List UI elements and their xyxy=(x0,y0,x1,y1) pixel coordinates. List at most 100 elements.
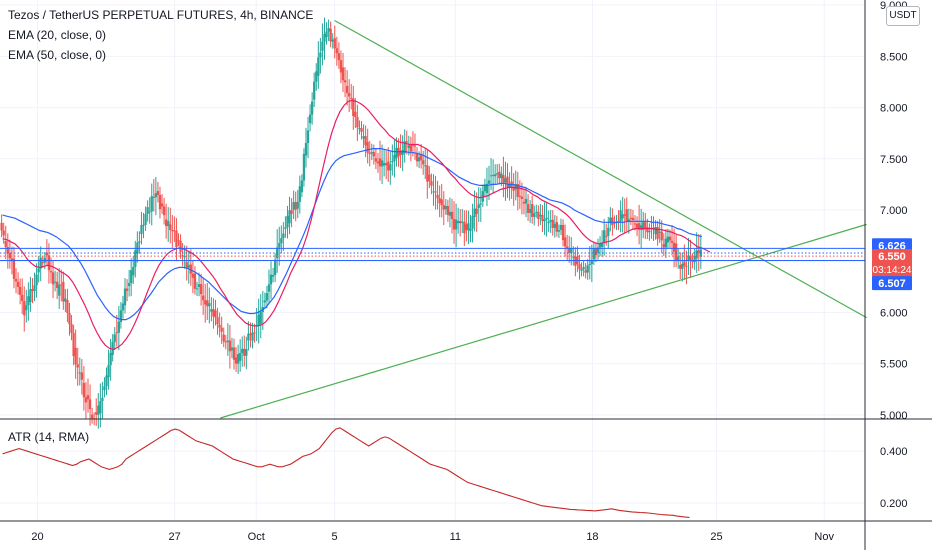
candle-body xyxy=(611,217,614,226)
x-tick-label: Oct xyxy=(248,531,265,543)
candle-body xyxy=(683,261,686,267)
candle-body xyxy=(140,225,143,234)
candle-body xyxy=(8,252,12,259)
candle-body xyxy=(245,348,248,356)
candle-body xyxy=(533,213,536,217)
candle-body xyxy=(637,223,641,230)
candle-body xyxy=(25,305,28,311)
atr-legend: ATR (14, RMA) xyxy=(8,430,90,444)
candle-body xyxy=(158,195,162,210)
candle-body xyxy=(130,270,133,284)
y-tick-label: 8.500 xyxy=(880,51,908,63)
candle-body xyxy=(95,412,98,415)
candle-body xyxy=(230,347,234,351)
price-tag-last-box xyxy=(872,249,912,278)
candle-body xyxy=(64,298,67,302)
candle-body xyxy=(592,248,596,260)
candle-body xyxy=(619,210,622,222)
candle-body xyxy=(586,265,589,273)
candle-body xyxy=(473,208,476,218)
candle-body xyxy=(306,130,310,143)
candle-body xyxy=(220,327,223,332)
candle-body xyxy=(498,171,501,179)
ascending-trendline xyxy=(220,223,867,419)
price-tag-lower-value: 6.507 xyxy=(878,278,906,290)
candle-body xyxy=(263,300,266,303)
candle-body xyxy=(461,221,464,223)
candle-body xyxy=(62,281,65,302)
candle-body xyxy=(290,210,293,214)
candle-body xyxy=(631,217,635,221)
candle-body xyxy=(119,310,123,323)
candle-body xyxy=(173,230,176,232)
candle-body xyxy=(125,288,129,291)
candle-body xyxy=(465,224,468,231)
candle-body xyxy=(483,184,487,192)
y-tick-label: 6.000 xyxy=(880,307,908,319)
candle-body xyxy=(239,352,242,361)
candle-body xyxy=(387,161,390,171)
candle-body xyxy=(29,289,32,303)
candle-body xyxy=(185,261,188,268)
candle-body xyxy=(520,196,524,199)
candle-body xyxy=(541,214,544,222)
candle-body xyxy=(448,211,452,216)
candle-body xyxy=(561,224,565,241)
candle-body xyxy=(56,281,59,289)
candle-body xyxy=(117,321,120,333)
candle-body xyxy=(496,173,499,175)
candle-body xyxy=(407,145,410,148)
candle-body xyxy=(84,397,88,403)
candle-body xyxy=(382,163,386,166)
candle-body xyxy=(689,255,692,261)
candle-body xyxy=(598,243,602,248)
candle-body xyxy=(588,264,591,266)
candle-body xyxy=(681,263,684,269)
candle-body xyxy=(35,274,38,286)
candle-body xyxy=(193,273,197,289)
candle-body xyxy=(512,186,515,191)
candle-body xyxy=(594,248,598,256)
candle-body xyxy=(348,93,351,97)
candle-body xyxy=(487,180,491,184)
candle-body xyxy=(660,231,663,241)
candle-body xyxy=(21,294,24,302)
candle-body xyxy=(385,163,388,166)
candle-body xyxy=(253,332,256,334)
candle-body xyxy=(132,266,135,276)
candle-body xyxy=(459,221,462,224)
candle-body xyxy=(666,236,670,243)
candle-body xyxy=(76,364,79,368)
candle-body xyxy=(555,222,559,232)
x-tick-label: 11 xyxy=(450,531,461,543)
candle-body xyxy=(403,141,406,154)
candle-body xyxy=(12,258,16,279)
candle-body xyxy=(325,31,328,38)
candle-body xyxy=(438,198,441,204)
candle-body xyxy=(557,230,561,232)
candle-body xyxy=(97,405,100,415)
candle-body xyxy=(454,219,458,230)
candle-body xyxy=(345,85,349,94)
candle-body xyxy=(656,227,659,239)
atr-tick-label: 0.400 xyxy=(880,446,908,458)
candle-body xyxy=(393,154,396,162)
y-tick-label: 7.000 xyxy=(880,205,908,217)
candle-body xyxy=(247,333,250,341)
candle-body xyxy=(224,341,227,343)
candle-body xyxy=(679,264,682,269)
candle-body xyxy=(343,80,347,83)
candle-body xyxy=(672,242,676,252)
candle-body xyxy=(399,150,402,155)
candle-body xyxy=(4,241,7,248)
candle-body xyxy=(528,208,532,213)
candle-body xyxy=(311,101,314,115)
candle-body xyxy=(288,210,291,224)
candle-body xyxy=(697,250,700,253)
candle-body xyxy=(39,257,42,269)
candle-body xyxy=(469,228,472,232)
currency-unit-button[interactable]: USDT xyxy=(886,6,920,26)
candle-body xyxy=(27,296,30,306)
candle-body xyxy=(148,211,151,213)
atr-line xyxy=(2,427,690,518)
